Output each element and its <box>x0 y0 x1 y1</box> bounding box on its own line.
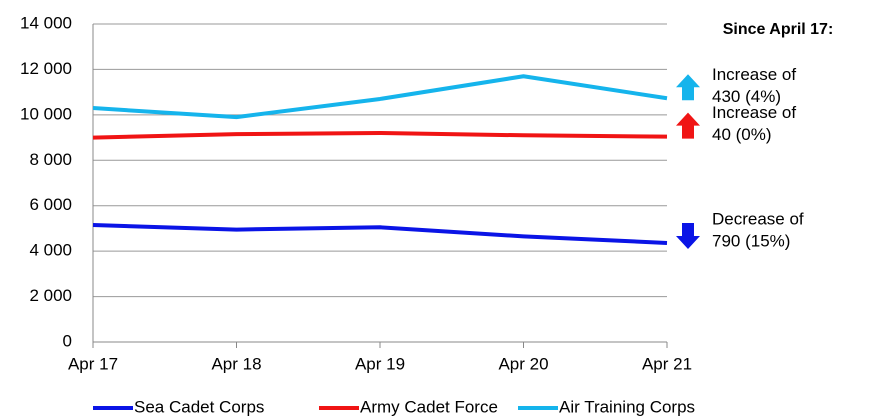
y-tick-label: 8 000 <box>29 150 72 169</box>
series-line <box>92 223 668 245</box>
y-tick-label: 4 000 <box>29 241 72 260</box>
annotation-arrow <box>676 74 700 101</box>
x-tick-label: Apr 19 <box>355 354 405 373</box>
annotation-text: 430 (4%) <box>712 87 781 106</box>
legend-label: Air Training Corps <box>559 397 695 416</box>
annotation-text: 790 (15%) <box>712 231 790 250</box>
x-tick-label: Apr 18 <box>211 354 261 373</box>
legend-label: Sea Cadet Corps <box>134 397 264 416</box>
legend-label: Army Cadet Force <box>360 397 498 416</box>
annotation-title: Since April 17: <box>723 21 834 38</box>
series-line <box>92 74 668 120</box>
x-tick-label: Apr 17 <box>68 354 118 373</box>
y-tick-label: 6 000 <box>29 195 72 214</box>
y-tick-label: 2 000 <box>29 286 72 305</box>
series-line <box>92 131 668 140</box>
y-tick-label: 0 <box>63 331 72 350</box>
annotation-arrow <box>676 112 700 139</box>
y-tick-label: 14 000 <box>20 13 72 32</box>
x-tick-label: Apr 21 <box>642 354 692 373</box>
annotation-text: Increase of <box>712 65 796 84</box>
annotation-text: Increase of <box>712 103 796 122</box>
x-tick-label: Apr 20 <box>498 354 548 373</box>
y-tick-label: 12 000 <box>20 59 72 78</box>
annotation-text: Decrease of <box>712 209 804 228</box>
annotation-text: 40 (0%) <box>712 125 772 144</box>
y-tick-label: 10 000 <box>20 104 72 123</box>
annotation-arrow <box>676 222 700 249</box>
